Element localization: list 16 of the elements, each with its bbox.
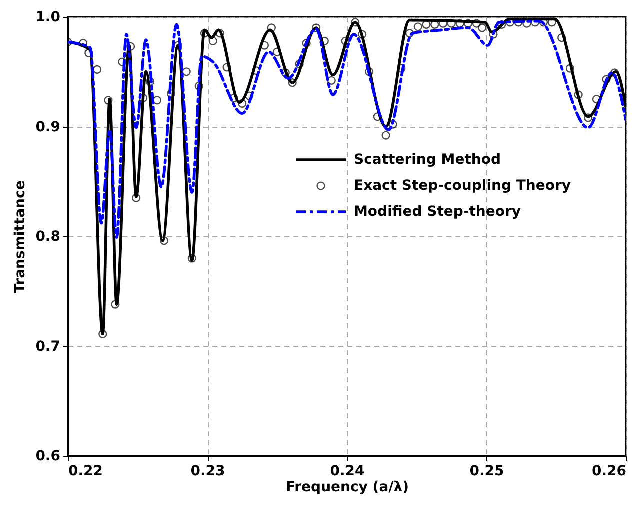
y-tick-label: 0.8: [36, 229, 60, 245]
legend-label: Exact Step-coupling Theory: [354, 178, 572, 194]
y-tick-label: 0.9: [36, 119, 60, 136]
y-tick-label: 0.6: [36, 448, 60, 464]
y-axis-title: Transmittance: [12, 180, 29, 294]
x-tick-label: 0.24: [330, 464, 366, 480]
legend-label: Modified Step-theory: [354, 204, 522, 220]
x-tick-label: 0.22: [68, 464, 104, 480]
y-tick-label: 0.7: [36, 338, 60, 355]
line-series: [68, 20, 626, 239]
legend-label: Scattering Method: [354, 152, 501, 168]
x-tick-label: 0.23: [190, 464, 226, 480]
x-axis-title: Frequency (a/λ): [286, 480, 410, 496]
y-tick-label: 1.0: [36, 10, 61, 26]
x-tick-label: 0.26: [592, 464, 626, 480]
x-tick-label: 0.25: [470, 464, 504, 480]
